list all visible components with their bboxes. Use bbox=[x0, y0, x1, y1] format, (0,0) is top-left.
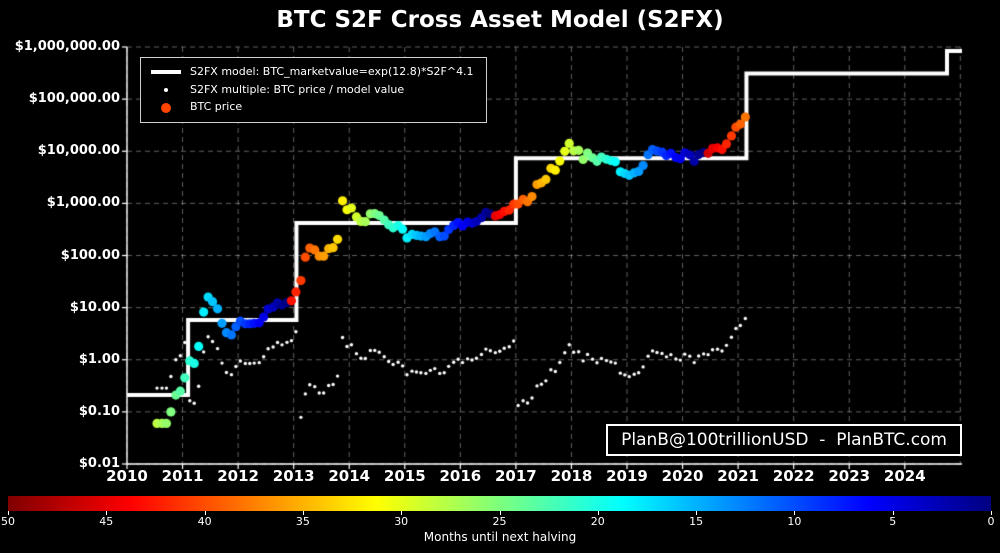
y-axis-tick-label: $1.00 bbox=[78, 351, 120, 367]
colorbar-tick-label: 45 bbox=[99, 515, 114, 528]
colorbar-tick-label: 10 bbox=[787, 515, 802, 528]
legend-multiple-dot-swatch-cell bbox=[151, 87, 181, 92]
legend-model-line-swatch-cell bbox=[151, 70, 181, 75]
y-axis-tick-label: $100.00 bbox=[60, 247, 120, 263]
legend-item-label: BTC price bbox=[190, 100, 243, 114]
x-axis-tick-label: 2010 bbox=[106, 467, 148, 485]
x-axis-tick-label: 2016 bbox=[439, 467, 482, 485]
colorbar-tick-mark bbox=[696, 511, 698, 515]
x-axis-tick-label: 2024 bbox=[883, 467, 926, 485]
legend: S2FX model: BTC_marketvalue=exp(12.8)*S2… bbox=[140, 57, 487, 123]
x-axis-tick-label: 2019 bbox=[606, 467, 648, 485]
legend-model-line-swatch bbox=[151, 70, 181, 75]
legend-price-dot-swatch bbox=[161, 102, 171, 113]
colorbar-tick-mark bbox=[302, 511, 304, 515]
colorbar-tick-label: 0 bbox=[987, 515, 995, 528]
legend-price-dot-swatch-cell bbox=[151, 102, 181, 113]
legend-item-label: S2FX multiple: BTC price / model value bbox=[190, 82, 405, 96]
colorbar-tick-mark bbox=[499, 511, 501, 515]
x-axis-tick-label: 2022 bbox=[772, 467, 815, 485]
y-axis-tick-label: $0.01 bbox=[78, 456, 120, 471]
colorbar-tick-label: 50 bbox=[1, 515, 15, 528]
colorbar-tick-label: 20 bbox=[590, 515, 605, 528]
y-axis-tick-label: $10.00 bbox=[69, 299, 120, 315]
colorbar-tick-mark bbox=[401, 511, 403, 515]
x-axis-tick-label: 2020 bbox=[661, 467, 704, 485]
colorbar-tick-mark bbox=[794, 511, 796, 515]
y-axis-tick-label: $100,000.00 bbox=[28, 91, 120, 107]
colorbar-tick-label: 30 bbox=[394, 515, 409, 528]
colorbar-tick-label: 5 bbox=[889, 515, 897, 528]
colorbar-tick-mark bbox=[8, 511, 9, 515]
y-axis-tick-label: $0.10 bbox=[78, 403, 120, 419]
colorbar-tick-mark bbox=[892, 511, 894, 515]
colorbar-tick-label: 15 bbox=[689, 515, 704, 528]
x-axis-tick-label: 2015 bbox=[383, 467, 426, 485]
watermark-label: PlanB@100trillionUSD - PlanBTC.com bbox=[606, 424, 962, 456]
colorbar-tick-mark bbox=[597, 511, 599, 515]
colorbar-caption: Months until next halving bbox=[423, 530, 577, 544]
colorbar-tick-label: 40 bbox=[197, 515, 212, 528]
y-axis-tick-label: $1,000,000.00 bbox=[14, 39, 120, 54]
x-axis-tick-label: 2013 bbox=[272, 467, 315, 485]
colorbar-tick-label: 35 bbox=[295, 515, 310, 528]
x-axis-tick-label: 2011 bbox=[161, 467, 204, 485]
legend-item: BTC price bbox=[151, 101, 474, 114]
x-axis-tick-label: 2018 bbox=[550, 467, 593, 485]
y-axis-tick-label: $1,000.00 bbox=[46, 195, 120, 211]
colorbar-tick-label: 25 bbox=[492, 515, 507, 528]
colorbar-tick-mark bbox=[991, 511, 992, 515]
colorbar-gradient bbox=[8, 496, 991, 511]
colorbar-tick-mark bbox=[204, 511, 206, 515]
x-axis-tick-label: 2014 bbox=[328, 467, 371, 485]
y-axis-tick-label: $10,000.00 bbox=[37, 143, 120, 159]
x-axis-tick-label: 2021 bbox=[717, 467, 759, 485]
colorbar-tick-mark bbox=[106, 511, 108, 515]
legend-item: S2FX model: BTC_marketvalue=exp(12.8)*S2… bbox=[151, 65, 474, 79]
x-axis-tick-label: 2017 bbox=[495, 467, 537, 485]
x-axis-tick-label: 2023 bbox=[828, 467, 871, 485]
legend-multiple-dot-swatch bbox=[164, 87, 168, 92]
legend-item: S2FX multiple: BTC price / model value bbox=[151, 82, 474, 97]
x-axis-tick-label: 2012 bbox=[217, 467, 259, 485]
legend-item-label: S2FX model: BTC_marketvalue=exp(12.8)*S2… bbox=[190, 65, 474, 78]
